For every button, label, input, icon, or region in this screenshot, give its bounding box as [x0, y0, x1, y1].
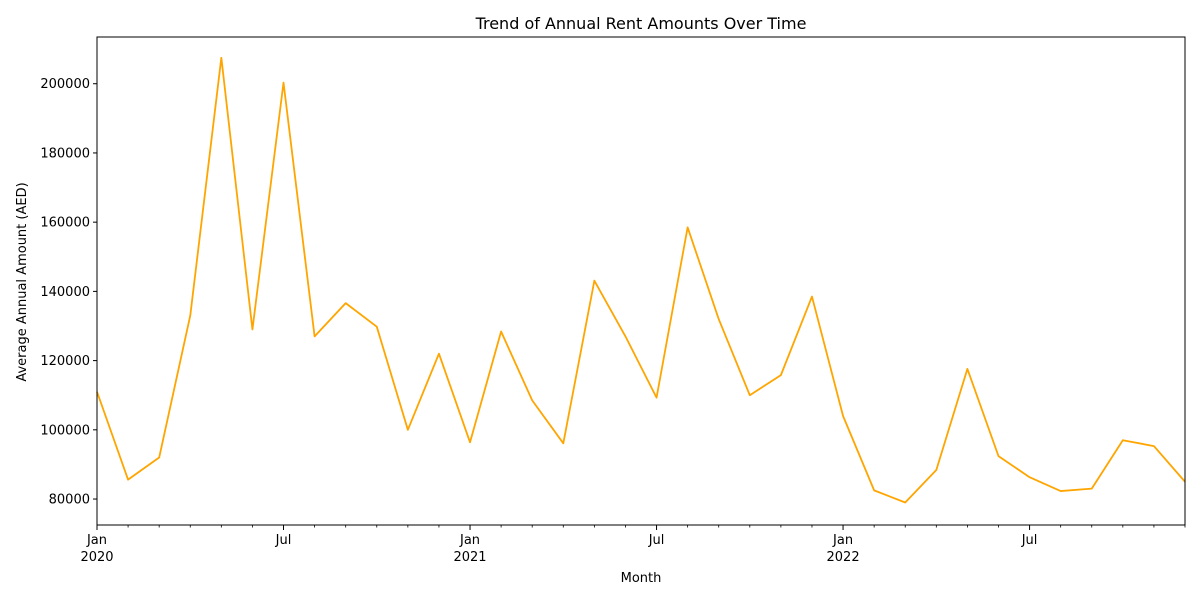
y-tick-label: 100000	[40, 423, 90, 438]
chart-title: Trend of Annual Rent Amounts Over Time	[475, 14, 807, 33]
y-axis-label: Average Annual Amount (AED)	[15, 182, 30, 381]
y-tick-label: 160000	[40, 216, 90, 231]
plot-frame	[96, 36, 1186, 526]
x-tick-label: Jul	[275, 533, 292, 548]
x-tick-label: Jan	[86, 533, 107, 548]
x-axis-label: Month	[621, 571, 662, 586]
x-tick-year-label: 2020	[80, 550, 113, 565]
x-tick-label: Jan	[832, 533, 853, 548]
x-tick-label: Jul	[648, 533, 665, 548]
y-tick-label: 140000	[40, 285, 90, 300]
x-tick-label: Jan	[459, 533, 480, 548]
series-line	[96, 56, 1186, 504]
axis-ticks: 80000 100000 120000 140000 160000 180000 20000…	[40, 77, 1186, 565]
series-layer	[96, 56, 1186, 504]
y-tick-label: 200000	[40, 77, 90, 92]
x-tick-label: Jul	[1021, 533, 1038, 548]
y-tick-label: 180000	[40, 146, 90, 161]
y-tick-label: 120000	[40, 354, 90, 369]
x-tick-year-label: 2021	[453, 550, 486, 565]
x-tick-year-label: 2022	[827, 550, 860, 565]
y-tick-label: 80000	[49, 493, 90, 508]
